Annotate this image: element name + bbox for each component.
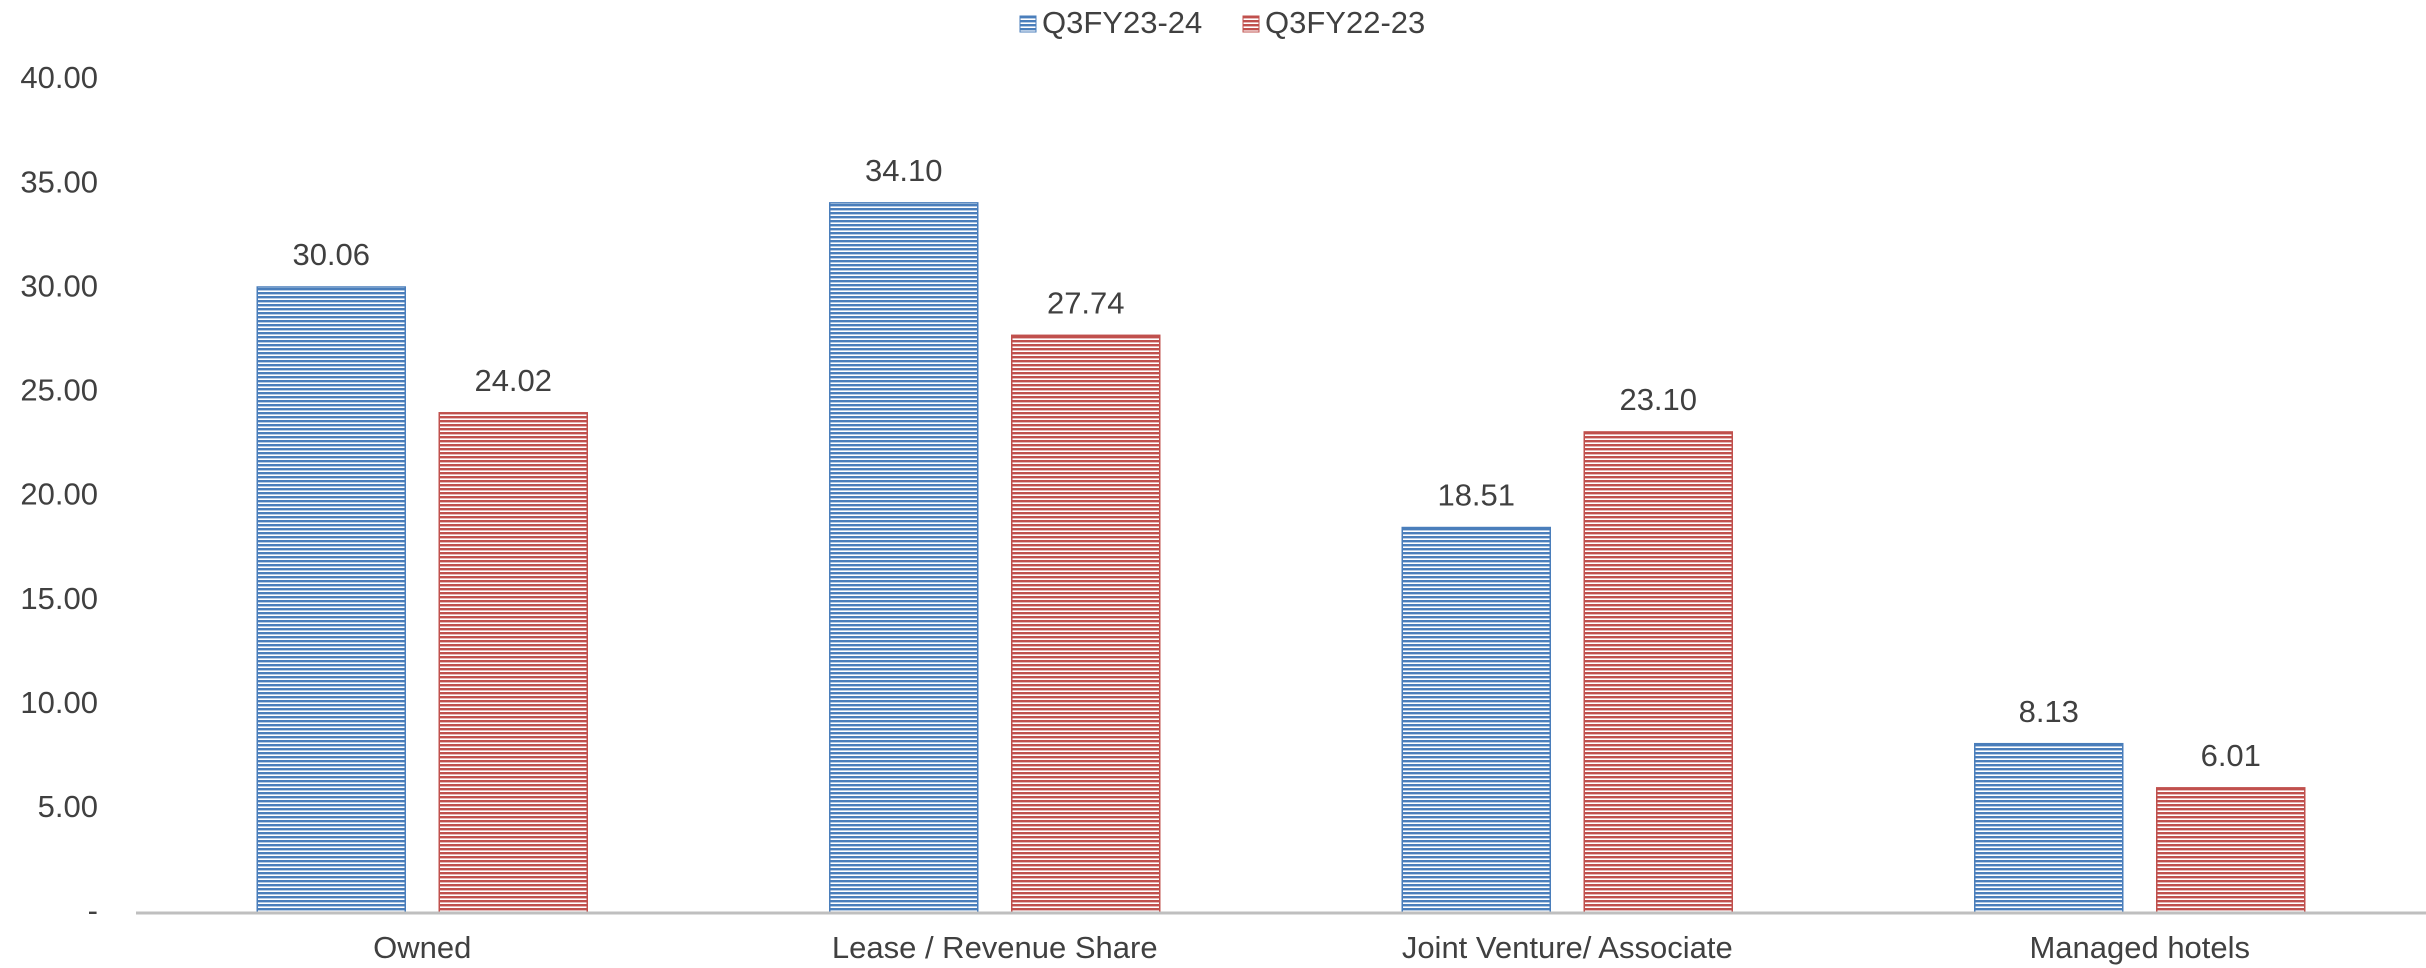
data-label: 30.06 — [292, 237, 370, 272]
data-label: 27.74 — [1047, 286, 1125, 321]
y-tick-label: - — [88, 893, 98, 928]
legend-swatch — [1242, 15, 1260, 33]
y-tick-label: 20.00 — [20, 477, 98, 512]
x-tick-label: Owned — [373, 930, 471, 965]
y-tick-label: 15.00 — [20, 581, 98, 616]
data-label: 8.13 — [2019, 694, 2079, 729]
bar — [1011, 334, 1161, 914]
bar — [2156, 787, 2306, 914]
bar — [1583, 431, 1733, 914]
legend-label: Q3FY23-24 — [1042, 5, 1202, 40]
data-label: 34.10 — [865, 153, 943, 188]
x-tick-label: Joint Venture/ Associate — [1402, 930, 1733, 965]
bar — [1974, 742, 2124, 914]
legend-swatch — [1019, 15, 1037, 33]
legend-label: Q3FY22-23 — [1265, 5, 1425, 40]
bar — [1401, 526, 1551, 914]
data-label: 23.10 — [1619, 382, 1697, 417]
bar — [256, 286, 406, 914]
y-tick-label: 35.00 — [20, 164, 98, 199]
y-tick-label: 40.00 — [20, 60, 98, 95]
bar — [829, 202, 979, 914]
data-label: 24.02 — [474, 363, 552, 398]
y-tick-label: 30.00 — [20, 268, 98, 303]
y-tick-label: 5.00 — [38, 789, 98, 824]
x-tick-label: Lease / Revenue Share — [832, 930, 1158, 965]
data-label: 6.01 — [2201, 738, 2261, 773]
y-tick-label: 25.00 — [20, 373, 98, 408]
data-label: 18.51 — [1437, 478, 1515, 513]
x-tick-label: Managed hotels — [2029, 930, 2250, 965]
bar — [438, 412, 588, 914]
y-tick-label: 10.00 — [20, 685, 98, 720]
